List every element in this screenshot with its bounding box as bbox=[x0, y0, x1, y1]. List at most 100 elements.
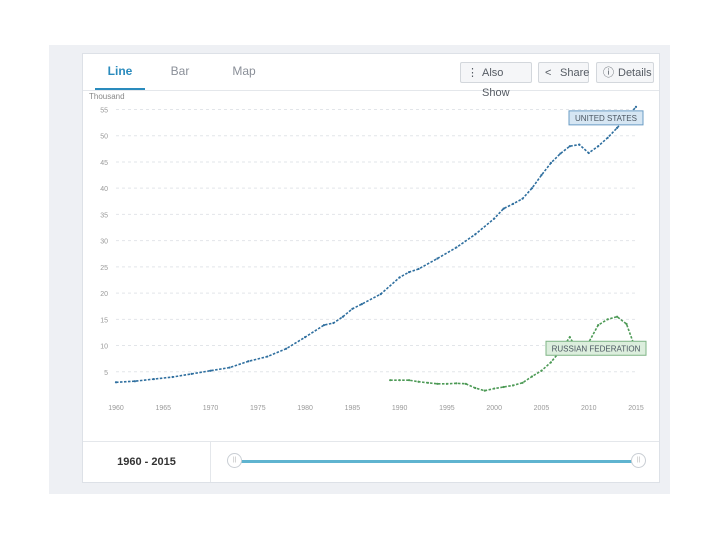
series-point bbox=[521, 197, 524, 200]
tab-line[interactable]: Line bbox=[95, 54, 145, 90]
series-point bbox=[209, 369, 212, 372]
series-point bbox=[615, 315, 619, 318]
series-point bbox=[597, 145, 600, 148]
details-label: Details bbox=[618, 67, 652, 79]
series-point bbox=[389, 379, 392, 382]
series-point bbox=[530, 375, 534, 378]
series-point bbox=[502, 207, 505, 210]
series-point bbox=[511, 202, 515, 206]
series-point bbox=[483, 389, 486, 392]
series-point bbox=[474, 386, 477, 390]
share-icon: < bbox=[545, 67, 552, 79]
series-point bbox=[445, 382, 449, 385]
y-tick-label: 35 bbox=[100, 212, 108, 219]
series-point bbox=[568, 145, 571, 148]
x-tick-label: 1975 bbox=[250, 405, 266, 412]
line-chart: Thousand 5 10 15 20 25 30 35 40 45 50 55 1960 1965 197… bbox=[89, 92, 647, 412]
info-icon: ⓘ bbox=[603, 67, 614, 79]
also-show-button[interactable]: ⋮ Also Show bbox=[460, 62, 532, 99]
x-tick-label: 2015 bbox=[628, 405, 644, 412]
series-point bbox=[493, 217, 496, 220]
series-point bbox=[464, 382, 467, 385]
y-axis-unit-label: Thousand bbox=[89, 92, 125, 101]
series-point bbox=[303, 336, 307, 339]
x-tick-label: 1995 bbox=[439, 405, 455, 412]
details-button[interactable]: ⓘ Details bbox=[596, 62, 654, 83]
series-point bbox=[398, 379, 401, 382]
series-point bbox=[578, 143, 581, 146]
series-point bbox=[549, 361, 553, 364]
chart-tabs: Line Bar Map ⋮ Also Show < Share ⓘ Detai… bbox=[83, 54, 659, 99]
tab-bar[interactable]: Bar bbox=[170, 64, 190, 78]
series-point bbox=[426, 381, 430, 384]
series-point bbox=[398, 276, 401, 279]
share-label: Share bbox=[560, 67, 590, 79]
y-tick-label: 40 bbox=[100, 186, 108, 193]
series-point bbox=[407, 379, 411, 382]
series-point bbox=[190, 372, 193, 375]
series-point bbox=[606, 136, 609, 139]
y-tick-label: 25 bbox=[100, 265, 108, 272]
x-tick-label: 2010 bbox=[581, 405, 597, 412]
series-point bbox=[530, 187, 534, 190]
series-point bbox=[615, 126, 619, 129]
y-tick-label: 50 bbox=[100, 134, 108, 141]
series-point bbox=[332, 321, 335, 325]
x-tick-label: 1990 bbox=[392, 405, 408, 412]
y-tick-label: 30 bbox=[100, 239, 108, 246]
series-point bbox=[379, 293, 382, 296]
x-tick-label: 2005 bbox=[534, 405, 550, 412]
series-point bbox=[511, 384, 515, 387]
series-point bbox=[559, 152, 562, 155]
series-point bbox=[152, 378, 155, 381]
y-tick-label: 45 bbox=[100, 160, 108, 167]
series-point bbox=[228, 366, 231, 369]
series-point bbox=[285, 347, 288, 350]
tab-map[interactable]: Map bbox=[232, 64, 256, 78]
series-point bbox=[568, 336, 571, 339]
range-end-handle[interactable]: || bbox=[631, 453, 646, 468]
series-point bbox=[417, 380, 420, 383]
y-tick-label: 15 bbox=[100, 317, 108, 324]
year-range-slider[interactable] bbox=[234, 460, 639, 463]
series-point bbox=[133, 380, 137, 383]
series-point bbox=[351, 307, 354, 310]
series-point bbox=[474, 233, 477, 236]
series-point bbox=[606, 318, 609, 321]
list-icon: ⋮ bbox=[467, 67, 478, 79]
series-point bbox=[587, 151, 590, 155]
y-tick-label: 5 bbox=[104, 370, 108, 377]
range-start-handle[interactable]: || bbox=[227, 453, 242, 468]
series-point bbox=[634, 105, 638, 108]
series-point bbox=[455, 246, 458, 249]
series-point bbox=[540, 173, 543, 177]
y-tick-label: 10 bbox=[100, 344, 108, 351]
x-tick-label: 1960 bbox=[108, 405, 124, 412]
series-point bbox=[436, 257, 439, 260]
also-show-label: Also Show bbox=[482, 67, 510, 99]
series-point bbox=[502, 385, 505, 389]
series-point bbox=[455, 382, 458, 385]
year-range-label: 1960 - 2015 bbox=[83, 442, 211, 482]
ru-series-label-box bbox=[545, 340, 647, 356]
series-point bbox=[322, 323, 326, 327]
y-tick-label: 20 bbox=[100, 291, 108, 298]
series-point bbox=[407, 271, 411, 274]
series-point bbox=[549, 161, 553, 165]
share-button[interactable]: < Share bbox=[538, 62, 589, 83]
x-tick-label: 2000 bbox=[486, 405, 502, 412]
chart-frame: Line Bar Map ⋮ Also Show < Share ⓘ Detai… bbox=[49, 45, 670, 494]
x-tick-label: 1970 bbox=[203, 405, 219, 412]
series-point bbox=[417, 267, 420, 271]
x-tick-label: 1965 bbox=[155, 405, 171, 412]
series-point bbox=[597, 323, 600, 327]
us-series-label-box bbox=[568, 110, 644, 126]
series-point bbox=[341, 315, 345, 318]
series-point bbox=[540, 369, 543, 372]
chart-card: Line Bar Map ⋮ Also Show < Share ⓘ Detai… bbox=[82, 53, 660, 483]
x-tick-label: 1980 bbox=[297, 405, 313, 412]
series-point bbox=[436, 382, 439, 385]
x-tick-label: 1985 bbox=[345, 405, 361, 412]
y-tick-label: 55 bbox=[100, 107, 108, 114]
series-point bbox=[266, 355, 269, 358]
